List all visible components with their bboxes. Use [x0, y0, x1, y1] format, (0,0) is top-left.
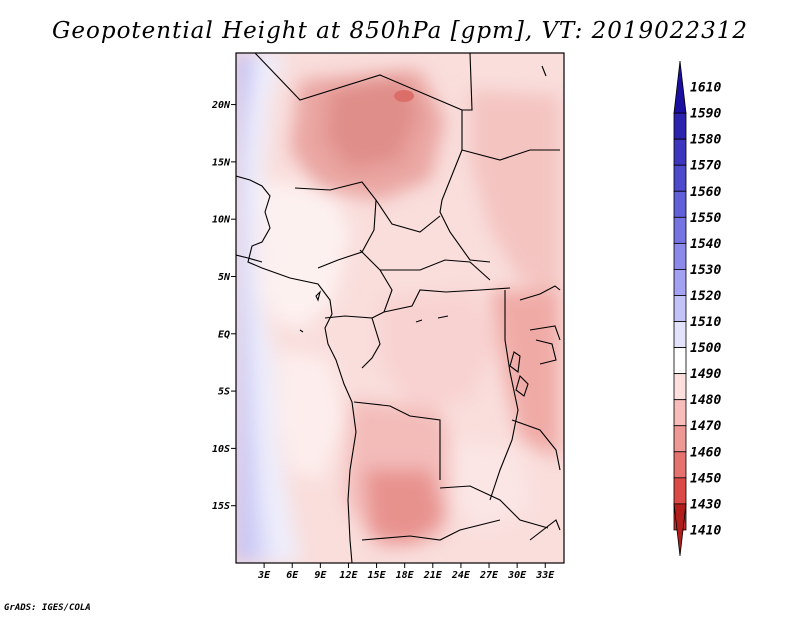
colorbar-swatch	[673, 164, 687, 192]
lat-tick-label: 15S	[212, 501, 230, 512]
lon-tick-label: 30E	[507, 570, 527, 581]
colorbar-label: 1490	[690, 367, 721, 382]
colorbar-swatch	[673, 477, 687, 505]
lat-tick-label: 5N	[218, 272, 231, 283]
colorbar-swatch	[673, 347, 687, 375]
colorbar-swatch	[673, 269, 687, 296]
colorbar-label: 1500	[690, 341, 721, 356]
colorbar-swatch	[673, 399, 687, 427]
footer-credit: GrADS: IGES/COLA	[4, 603, 91, 613]
colorbar-swatch	[673, 321, 687, 348]
lat-tick-label: 10S	[212, 444, 230, 455]
colorbar-swatch	[673, 60, 687, 114]
lon-tick-label: 12E	[339, 570, 358, 581]
colorbar-label: 1550	[690, 211, 721, 226]
colorbar-label: 1540	[690, 237, 721, 252]
colorbar-label: 1530	[690, 263, 721, 278]
lon-tick-label: 21E	[423, 570, 443, 581]
colorbar-label: 1470	[690, 419, 721, 434]
colorbar-swatch	[673, 503, 687, 557]
latitude-axis: 20N 15N 10N 5N EQ 5S 10S 15S	[211, 100, 236, 512]
lon-tick-label: 27E	[479, 570, 499, 581]
longitude-axis: 3E 6E 9E 12E 15E 18E 21E 24E 27E 30E 33E	[257, 563, 555, 581]
colorbar-label: 1510	[690, 315, 721, 330]
colorbar-label: 1450	[690, 471, 721, 486]
colorbar-swatch	[673, 112, 687, 140]
height-field	[236, 53, 564, 563]
lat-tick-label: 15N	[212, 157, 231, 168]
lon-tick-label: 3E	[257, 570, 271, 581]
colorbar-swatch	[673, 190, 687, 218]
lon-tick-label: 15E	[368, 570, 387, 581]
colorbar-label: 1610	[690, 81, 721, 96]
colorbar: 1610 1590 1580 1570 1560 1550 1540 1530 1520 1510…	[673, 60, 721, 557]
lat-tick-label: 10N	[212, 215, 231, 226]
lat-tick-label: 5S	[218, 387, 230, 398]
lat-tick-label: 20N	[211, 100, 231, 111]
colorbar-swatch	[673, 242, 687, 270]
colorbar-label: 1580	[690, 133, 721, 148]
colorbar-swatch	[673, 138, 687, 166]
country-borders	[236, 53, 561, 563]
colorbar-label: 1560	[690, 185, 721, 200]
colorbar-label: 1430	[690, 497, 721, 512]
map-frame	[235, 52, 565, 564]
colorbar-label: 1520	[690, 289, 721, 304]
lon-tick-label: 6E	[286, 570, 299, 581]
colorbar-swatch	[673, 425, 687, 453]
colorbar-swatch	[673, 373, 687, 401]
colorbar-label: 1460	[690, 445, 721, 460]
colorbar-swatch	[673, 451, 687, 479]
colorbar-swatch	[673, 295, 687, 322]
colorbar-swatch	[673, 216, 687, 244]
colorbar-label: 1410	[690, 523, 721, 538]
lat-tick-label: EQ	[218, 329, 230, 340]
colorbar-label: 1480	[690, 393, 721, 408]
chart-title: Geopotential Height at 850hPa [gpm], VT:…	[52, 18, 748, 44]
colorbar-label: 1570	[690, 159, 721, 174]
lon-tick-label: 18E	[396, 570, 415, 581]
lon-tick-label: 24E	[451, 570, 471, 581]
lon-tick-label: 9E	[314, 570, 327, 581]
lon-tick-label: 33E	[535, 570, 555, 581]
colorbar-label: 1590	[690, 107, 721, 122]
